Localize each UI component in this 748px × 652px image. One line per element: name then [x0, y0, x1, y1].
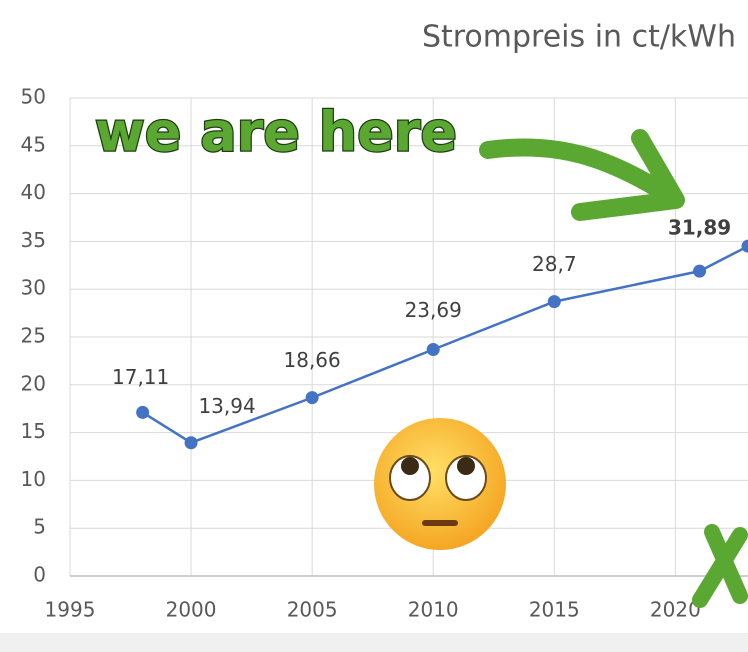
- x-tick-label: 2005: [287, 598, 338, 622]
- point: [426, 343, 440, 357]
- y-tick-label: 15: [21, 419, 46, 443]
- y-tick-label: 40: [21, 180, 46, 204]
- x-tick-label: 2000: [166, 598, 217, 622]
- data-label: 13,94: [198, 394, 255, 418]
- y-tick-label: 0: [33, 563, 46, 587]
- x-tick-label: 2015: [529, 598, 580, 622]
- point: [547, 295, 561, 309]
- y-tick-label: 45: [21, 132, 46, 156]
- data-label: 18,66: [284, 348, 341, 372]
- point: [305, 391, 319, 405]
- data-label: 23,69: [405, 298, 462, 322]
- chart-title: Strompreis in ct/kWh: [422, 20, 736, 55]
- data-label: 17,11: [112, 365, 169, 389]
- x-tick-label: 1995: [45, 598, 96, 622]
- point: [693, 264, 707, 278]
- data-label: 28,7: [532, 252, 577, 276]
- y-tick-label: 20: [21, 371, 46, 395]
- point: [184, 436, 198, 450]
- x-mark: [692, 524, 748, 608]
- arrow: [479, 138, 669, 199]
- grid: 0 5 10 15 20 25 30 35 40 45 50 1995 2000 2005 2010 2015…: [21, 85, 748, 622]
- point: [136, 405, 150, 419]
- point: [741, 239, 748, 253]
- data-label: 31,89: [668, 216, 731, 240]
- y-tick-label: 10: [21, 467, 46, 491]
- y-tick-label: 50: [21, 85, 46, 109]
- y-tick-label: 25: [21, 324, 46, 348]
- bottom-strip: [0, 633, 748, 652]
- y-tick-label: 30: [21, 276, 46, 300]
- x-tick-label: 2010: [408, 598, 459, 622]
- y-tick-label: 35: [21, 228, 46, 252]
- plot: 17,11 13,94 18,66 23,69 28,7 31,89: [112, 216, 748, 450]
- y-tick-label: 5: [33, 515, 46, 539]
- arrow-head: [571, 129, 685, 221]
- annotation: we are here: [95, 101, 457, 164]
- emoji: [374, 418, 506, 550]
